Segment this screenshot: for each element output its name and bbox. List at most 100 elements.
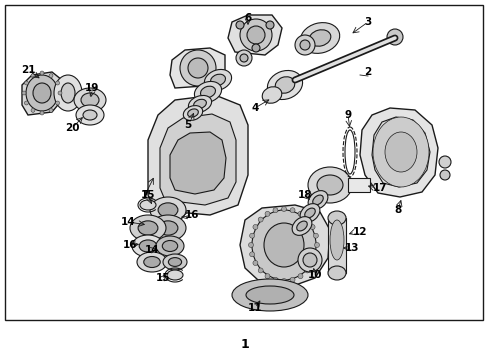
Text: 9: 9 (344, 110, 351, 120)
Text: 10: 10 (308, 270, 322, 280)
Text: 16: 16 (185, 210, 199, 220)
Ellipse shape (266, 21, 274, 29)
Ellipse shape (81, 93, 99, 107)
Ellipse shape (158, 203, 178, 217)
Ellipse shape (183, 105, 203, 120)
Text: 19: 19 (85, 83, 99, 93)
Text: 3: 3 (365, 17, 371, 27)
Text: 21: 21 (21, 65, 35, 75)
Ellipse shape (315, 243, 319, 248)
Ellipse shape (144, 256, 160, 267)
Ellipse shape (281, 207, 287, 211)
Ellipse shape (262, 87, 282, 103)
Ellipse shape (248, 243, 253, 248)
Ellipse shape (140, 200, 156, 210)
Ellipse shape (200, 86, 216, 98)
Ellipse shape (309, 30, 331, 46)
Ellipse shape (310, 261, 315, 266)
Ellipse shape (167, 270, 183, 280)
Ellipse shape (252, 44, 260, 52)
Bar (348, 178, 370, 192)
Ellipse shape (298, 248, 322, 272)
Text: 1: 1 (241, 338, 249, 351)
Ellipse shape (373, 117, 429, 187)
Ellipse shape (211, 74, 225, 86)
Ellipse shape (298, 211, 303, 216)
Text: 17: 17 (373, 183, 387, 193)
Ellipse shape (290, 208, 295, 213)
Ellipse shape (194, 99, 206, 109)
Ellipse shape (249, 252, 255, 257)
Ellipse shape (162, 240, 178, 252)
Ellipse shape (40, 71, 44, 75)
Ellipse shape (24, 101, 28, 105)
Ellipse shape (273, 208, 278, 213)
Ellipse shape (295, 35, 315, 55)
Ellipse shape (180, 50, 216, 86)
Text: 15: 15 (156, 273, 170, 283)
Polygon shape (170, 132, 226, 194)
Ellipse shape (61, 83, 75, 103)
Ellipse shape (49, 108, 53, 112)
Ellipse shape (55, 81, 60, 85)
Ellipse shape (132, 235, 164, 257)
Text: 2: 2 (365, 67, 371, 77)
Text: 4: 4 (251, 103, 259, 113)
Ellipse shape (439, 156, 451, 168)
Bar (5, 5, 483, 320)
Ellipse shape (300, 204, 320, 222)
Ellipse shape (265, 274, 270, 279)
Text: 14: 14 (145, 245, 159, 255)
Ellipse shape (139, 240, 157, 252)
Ellipse shape (24, 81, 28, 85)
Ellipse shape (292, 217, 312, 235)
Ellipse shape (440, 170, 450, 180)
Ellipse shape (150, 197, 186, 223)
Ellipse shape (232, 279, 308, 311)
Text: 12: 12 (353, 227, 367, 237)
Ellipse shape (169, 258, 182, 266)
Ellipse shape (308, 191, 328, 210)
Ellipse shape (275, 77, 295, 93)
Ellipse shape (253, 261, 258, 266)
Ellipse shape (305, 208, 315, 218)
Text: 8: 8 (394, 205, 402, 215)
Ellipse shape (305, 268, 310, 273)
Ellipse shape (258, 217, 263, 222)
Text: 13: 13 (345, 243, 359, 253)
Ellipse shape (137, 252, 167, 272)
Ellipse shape (330, 220, 344, 260)
Ellipse shape (40, 111, 44, 115)
Polygon shape (160, 114, 236, 205)
Ellipse shape (246, 286, 294, 304)
Bar (328, 218, 346, 273)
Text: 5: 5 (184, 120, 192, 130)
Ellipse shape (300, 23, 340, 53)
Ellipse shape (156, 236, 184, 256)
Ellipse shape (290, 277, 295, 282)
Text: 15: 15 (141, 190, 155, 200)
Ellipse shape (265, 211, 270, 216)
Ellipse shape (252, 210, 316, 280)
Ellipse shape (138, 221, 158, 235)
Ellipse shape (314, 252, 318, 257)
Ellipse shape (281, 279, 287, 284)
Ellipse shape (74, 88, 106, 112)
Ellipse shape (55, 101, 60, 105)
Polygon shape (240, 205, 330, 287)
Ellipse shape (33, 83, 51, 103)
Ellipse shape (328, 211, 346, 225)
Ellipse shape (76, 105, 104, 125)
Text: 11: 11 (248, 303, 262, 313)
Ellipse shape (273, 277, 278, 282)
Ellipse shape (313, 195, 323, 205)
Ellipse shape (240, 54, 248, 62)
Ellipse shape (300, 40, 310, 50)
Ellipse shape (188, 58, 208, 78)
Ellipse shape (150, 215, 186, 241)
Ellipse shape (258, 268, 263, 273)
Text: 18: 18 (298, 190, 312, 200)
Ellipse shape (83, 110, 97, 120)
Polygon shape (360, 108, 438, 197)
Ellipse shape (54, 75, 82, 111)
